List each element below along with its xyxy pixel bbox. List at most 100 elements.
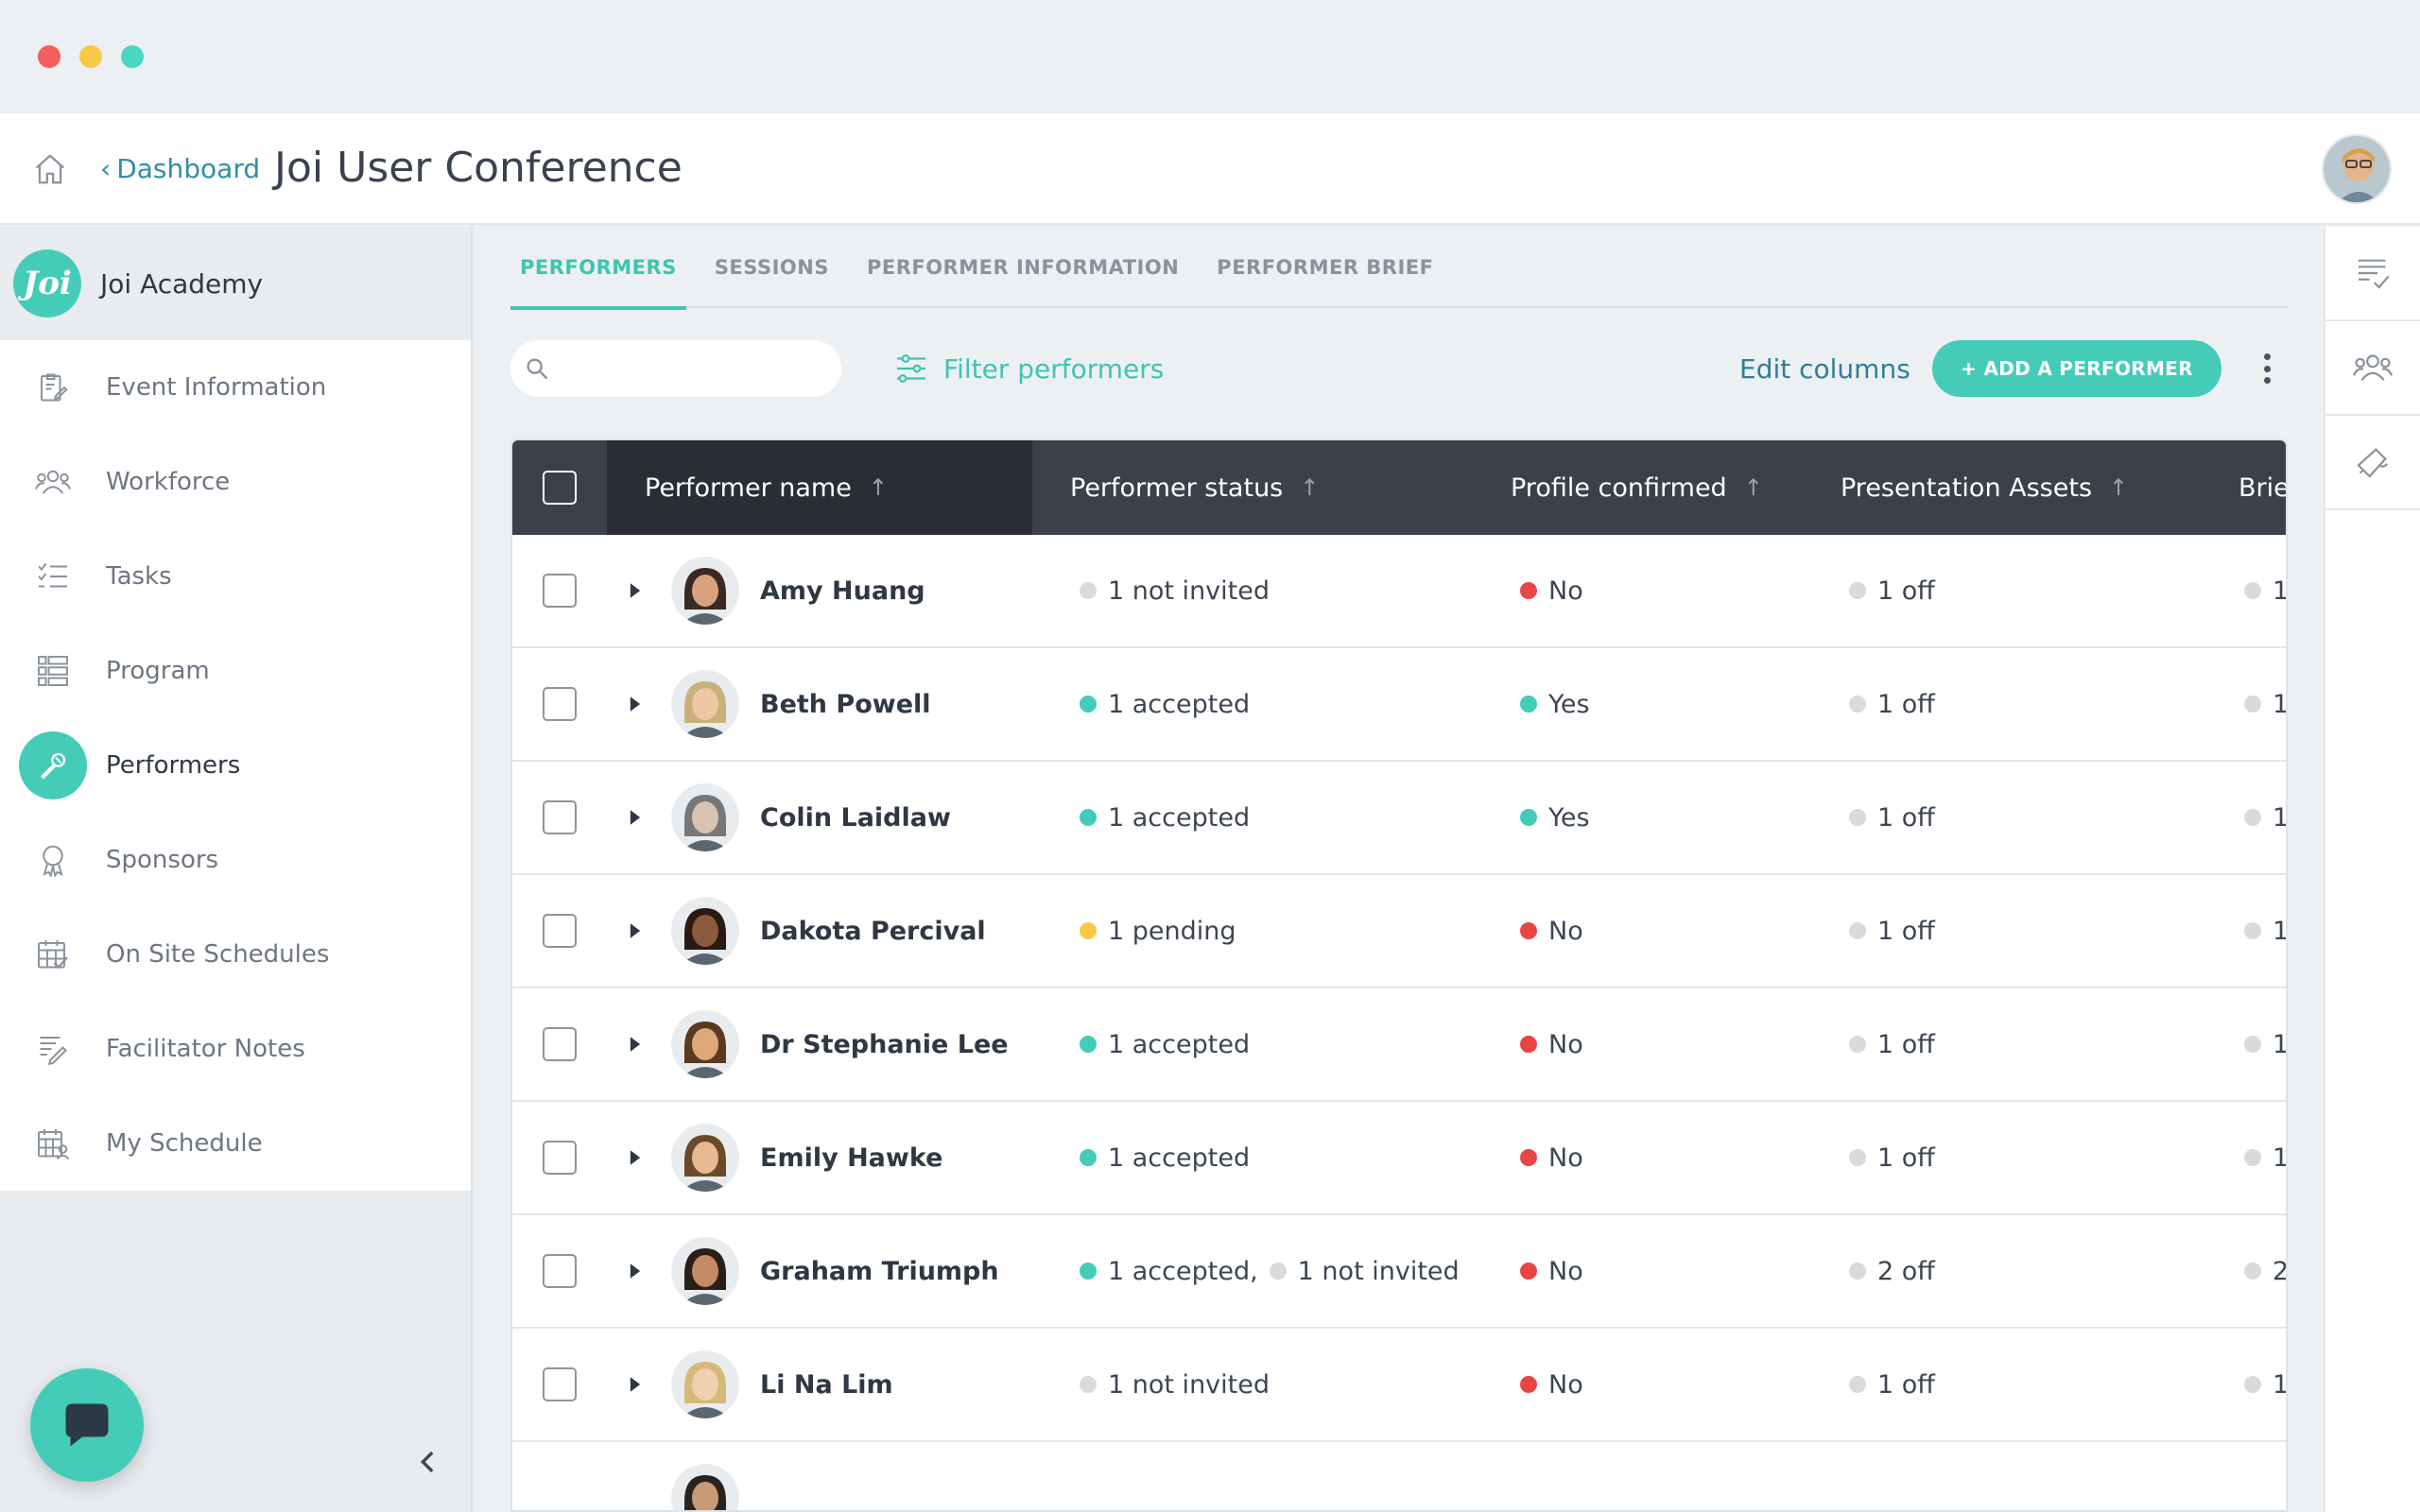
column-header-profile-confirmed[interactable]: Profile confirmed ↑ [1511, 440, 1794, 535]
brief-status: 1 [2244, 648, 2286, 760]
performer-name[interactable]: Beth Powell [760, 689, 931, 719]
brief-status-text: 1 [2273, 1369, 2288, 1400]
select-all-checkbox[interactable] [543, 471, 577, 505]
more-options-icon[interactable] [2257, 350, 2276, 387]
avatar [671, 897, 739, 965]
sidebar-item-on-site-schedules[interactable]: On Site Schedules [0, 907, 471, 1002]
breadcrumb-dashboard-link[interactable]: ‹ Dashboard [100, 153, 260, 184]
close-window-button[interactable] [38, 45, 60, 68]
tab-performer-brief[interactable]: PERFORMER BRIEF [1217, 256, 1434, 279]
presentation-assets-text: 1 off [1877, 1029, 1935, 1059]
expand-row-caret-icon[interactable] [616, 648, 654, 760]
performer-name[interactable]: Colin Laidlaw [760, 802, 951, 833]
expand-row-caret-icon[interactable] [616, 988, 654, 1100]
filter-label: Filter performers [943, 352, 1165, 385]
rail-tasks-button[interactable] [2325, 227, 2420, 321]
row-checkbox[interactable] [543, 687, 577, 721]
row-checkbox[interactable] [543, 1254, 577, 1288]
table-row[interactable]: Amy Huang 1 not invited No 1 off 1 [512, 535, 2286, 648]
tab-performers[interactable]: PERFORMERS [510, 227, 686, 310]
table-row[interactable]: Colin Laidlaw 1 accepted Yes 1 off 1 [512, 762, 2286, 875]
list-icon [19, 637, 87, 705]
user-avatar[interactable] [2322, 134, 2392, 204]
performer-name[interactable]: Dakota Percival [760, 916, 986, 946]
maximize-window-button[interactable] [121, 45, 144, 68]
sidebar-item-facilitator-notes[interactable]: Facilitator Notes [0, 1002, 471, 1096]
table-row[interactable]: Li Na Lim 1 not invited No 1 off 1 [512, 1329, 2288, 1442]
performer-status: 1 pending [1080, 875, 1236, 987]
tab-bar: PERFORMERS SESSIONS PERFORMER INFORMATIO… [510, 227, 2288, 310]
expand-row-caret-icon[interactable] [616, 535, 654, 646]
collapse-sidebar-icon[interactable] [412, 1446, 444, 1478]
performer-name[interactable]: Emily Hawke [760, 1143, 943, 1173]
status-dot-gray [1849, 696, 1866, 713]
performer-name[interactable]: Dr Stephanie Lee [760, 1029, 1009, 1059]
table-row[interactable]: Beth Powell 1 accepted Yes 1 off 1 [512, 648, 2286, 762]
table-row[interactable]: Graham Triumph 1 accepted, 1 not invited No… [512, 1215, 2288, 1329]
tab-performer-information[interactable]: PERFORMER INFORMATION [866, 256, 1180, 279]
rail-people-button[interactable] [2325, 321, 2420, 416]
sidebar-item-my-schedule[interactable]: My Schedule [0, 1096, 471, 1191]
presentation-assets-text: 1 off [1877, 1143, 1935, 1173]
status-dot-teal [1520, 809, 1537, 826]
avatar [671, 1464, 739, 1510]
sidebar-item-label: Facilitator Notes [106, 1035, 305, 1063]
performer-avatar-cell [671, 1102, 741, 1213]
row-checkbox[interactable] [543, 800, 577, 834]
performer-name[interactable]: Graham Triumph [760, 1256, 999, 1286]
calendar-user-icon [19, 1109, 87, 1177]
profile-confirmed: No [1520, 1329, 1583, 1440]
chat-support-button[interactable] [30, 1368, 144, 1482]
status-dot-gray [2244, 1036, 2261, 1053]
sidebar-item-event-information[interactable]: Event Information [0, 340, 471, 435]
rail-announcements-button[interactable] [2325, 416, 2420, 510]
row-checkbox[interactable] [543, 1141, 577, 1175]
performer-avatar-cell [671, 535, 741, 646]
status-text: 1 accepted, [1108, 1256, 1258, 1286]
search-input[interactable] [560, 355, 824, 382]
table-row[interactable]: Dakota Percival 1 pending No 1 off 1 [512, 875, 2286, 988]
search-box[interactable] [510, 340, 841, 397]
expand-row-caret-icon[interactable] [616, 1102, 654, 1213]
sidebar-item-workforce[interactable]: Workforce [0, 435, 471, 529]
performer-avatar-cell [671, 1329, 741, 1440]
sidebar-item-tasks[interactable]: Tasks [0, 529, 471, 624]
chat-icon [65, 1403, 109, 1447]
filter-performers-button[interactable]: Filter performers [894, 340, 1164, 397]
performer-status: 1 accepted, 1 not invited [1080, 1215, 1460, 1327]
sidebar-item-program[interactable]: Program [0, 624, 471, 718]
table-row[interactable]: Dr Stephanie Lee 1 accepted No 1 off 1 [512, 988, 2286, 1102]
home-icon[interactable] [32, 151, 68, 187]
presentation-assets: 2 off [1849, 1215, 1935, 1327]
users-icon [2352, 354, 2394, 382]
row-checkbox[interactable] [543, 574, 577, 608]
performer-name[interactable]: Amy Huang [760, 576, 925, 606]
sidebar-item-performers[interactable]: Performers [0, 718, 471, 813]
row-checkbox[interactable] [543, 914, 577, 948]
avatar [671, 557, 739, 625]
table-row[interactable]: Emily Hawke 1 accepted No 1 off 1 [512, 1102, 2286, 1215]
expand-row-caret-icon[interactable] [616, 1215, 654, 1327]
status-dot-gray [2244, 1149, 2261, 1166]
column-header-performer-status[interactable]: Performer status ↑ [1070, 440, 1448, 535]
expand-row-caret-icon[interactable] [616, 762, 654, 873]
edit-columns-button[interactable]: Edit columns [1739, 352, 1910, 385]
org-switcher[interactable]: Joi Joi Academy [0, 227, 471, 340]
row-checkbox[interactable] [543, 1027, 577, 1061]
tab-sessions[interactable]: SESSIONS [714, 256, 829, 279]
status-dot-gray [1269, 1263, 1287, 1280]
sidebar-item-sponsors[interactable]: Sponsors [0, 813, 471, 907]
performer-name[interactable]: Li Na Lim [760, 1369, 893, 1400]
brief-status-text: 2 [2273, 1256, 2288, 1286]
expand-row-caret-icon[interactable] [616, 875, 654, 987]
row-checkbox[interactable] [543, 1367, 577, 1401]
column-header-presentation-assets[interactable]: Presentation Assets ↑ [1841, 440, 2181, 535]
column-header-performer-name[interactable]: Performer name ↑ [607, 440, 1032, 535]
sort-arrow-icon: ↑ [868, 474, 888, 501]
table-row[interactable] [512, 1442, 2286, 1510]
column-header-brief[interactable]: Brief [2238, 440, 2286, 535]
expand-row-caret-icon[interactable] [616, 1329, 654, 1440]
status-dot-gray [1080, 582, 1097, 599]
minimize-window-button[interactable] [79, 45, 102, 68]
add-performer-button[interactable]: + ADD A PERFORMER [1932, 340, 2221, 397]
